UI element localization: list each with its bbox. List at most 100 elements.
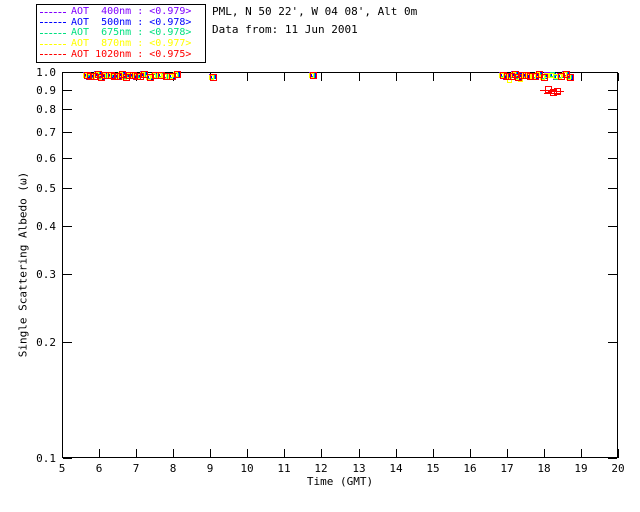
x-tick-label: 14	[389, 462, 403, 475]
legend-item: AOT 500nm : <0.978>	[40, 16, 202, 29]
y-tick-label: 1.0	[36, 66, 56, 79]
y-tick	[63, 226, 72, 227]
y-tick	[63, 188, 72, 189]
x-tick	[507, 449, 508, 458]
x-tick	[99, 449, 100, 458]
x-tick	[581, 449, 582, 458]
y-tick	[63, 132, 72, 133]
data-marker	[515, 74, 522, 81]
data-marker	[130, 72, 137, 79]
x-tick	[544, 449, 545, 458]
legend-item: AOT 1020nm : <0.975>	[40, 49, 202, 60]
x-tick-label: 17	[500, 462, 514, 475]
data-marker	[174, 71, 181, 78]
x-tick-label: 20	[611, 462, 625, 475]
data-marker	[169, 73, 176, 80]
x-tick	[284, 449, 285, 458]
legend-item-label: AOT 400nm : <0.979>	[71, 6, 192, 18]
y-tick-right	[608, 342, 617, 343]
x-tick	[359, 449, 360, 458]
legend-dash-line-icon	[40, 32, 66, 34]
x-tick-label: 10	[240, 462, 254, 475]
x-tick-top	[618, 73, 619, 81]
legend-item-label: AOT 675nm : <0.978>	[71, 27, 192, 39]
y-tick	[63, 109, 72, 110]
error-bar	[544, 93, 561, 94]
legend-dash-line-icon	[40, 22, 66, 24]
data-marker	[87, 73, 94, 80]
error-bar	[548, 91, 565, 92]
error-bar	[539, 90, 556, 91]
y-tick	[63, 158, 72, 159]
y-tick	[63, 72, 72, 73]
header-date-line: Data from: 11 Jun 2001	[212, 23, 358, 36]
x-tick	[470, 449, 471, 458]
legend-item-label: AOT 500nm : <0.978>	[71, 16, 192, 28]
y-tick-label: 0.7	[36, 126, 56, 139]
x-tick-label: 5	[58, 462, 66, 475]
data-marker	[209, 75, 214, 80]
data-marker	[567, 74, 574, 81]
data-marker	[544, 73, 549, 78]
x-tick-top	[470, 73, 471, 81]
data-marker	[115, 73, 122, 80]
data-marker	[310, 72, 317, 79]
y-tick-label: 0.4	[36, 220, 56, 233]
data-marker	[147, 74, 154, 81]
x-tick-label: 15	[426, 462, 440, 475]
data-marker	[557, 74, 562, 79]
x-tick	[247, 449, 248, 458]
x-tick	[433, 449, 434, 458]
data-marker	[558, 73, 565, 80]
data-marker	[137, 73, 144, 80]
data-marker	[550, 89, 557, 96]
data-marker	[519, 72, 526, 79]
data-marker	[309, 73, 314, 78]
x-tick-label: 19	[574, 462, 588, 475]
x-tick-label: 12	[314, 462, 328, 475]
data-marker	[527, 73, 534, 80]
y-tick-right	[608, 72, 617, 73]
x-tick	[136, 449, 137, 458]
x-tick-label: 9	[206, 462, 214, 475]
x-tick-top	[396, 73, 397, 81]
x-axis-title: Time (GMT)	[306, 475, 374, 488]
data-marker	[157, 73, 162, 78]
x-tick-label: 7	[132, 462, 140, 475]
data-marker	[118, 72, 123, 77]
data-marker	[508, 73, 515, 80]
x-tick-top	[433, 73, 434, 81]
y-tick-label: 0.2	[36, 336, 56, 349]
data-marker	[210, 74, 217, 81]
legend-item: AOT 400nm : <0.979>	[40, 7, 202, 18]
x-tick	[62, 449, 63, 458]
x-tick-top	[62, 73, 63, 81]
x-tick-top	[581, 73, 582, 81]
x-tick-label: 18	[537, 462, 551, 475]
y-tick-label: 0.3	[36, 268, 56, 281]
data-marker	[158, 72, 165, 79]
legend-item-label: AOT 870nm : <0.977>	[71, 38, 192, 50]
legend-box: AOT 400nm : <0.979> AOT 500nm : <0.978> AO…	[36, 4, 206, 63]
x-tick-top	[359, 73, 360, 81]
data-marker	[91, 73, 98, 80]
x-tick	[396, 449, 397, 458]
y-axis-title: Single Scattering Albedo (ω)	[16, 171, 30, 358]
y-tick-right	[608, 90, 617, 91]
legend-item: AOT 870nm : <0.977>	[40, 39, 202, 50]
legend-dash-line-icon	[40, 43, 66, 45]
legend-item-label: AOT 1020nm : <0.975>	[71, 48, 192, 60]
data-marker	[500, 72, 507, 79]
y-tick-right	[608, 132, 617, 133]
data-marker	[541, 74, 548, 81]
legend-dash-line-icon	[40, 11, 66, 13]
y-tick-label: 0.1	[36, 452, 56, 465]
x-tick	[173, 449, 174, 458]
data-marker	[98, 74, 105, 81]
y-tick-label: 0.5	[36, 182, 56, 195]
data-marker	[168, 74, 173, 79]
x-tick-label: 16	[463, 462, 477, 475]
y-tick-right	[608, 274, 617, 275]
data-marker	[554, 88, 561, 95]
